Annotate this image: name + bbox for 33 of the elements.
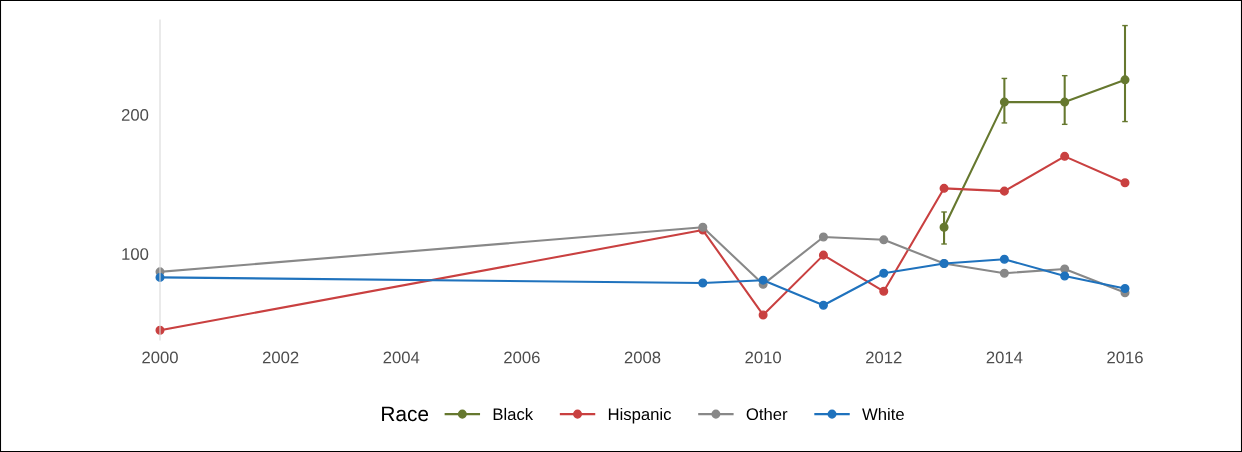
point (818, 300, 828, 310)
legend-label: White (862, 407, 904, 421)
y-tick-label: 200 (121, 109, 149, 121)
x-tick-label: 2000 (142, 351, 178, 364)
point (939, 183, 949, 193)
point (818, 250, 828, 260)
x-tick-label: 2012 (866, 351, 902, 364)
point (999, 254, 1009, 264)
point (879, 235, 889, 245)
point (698, 278, 708, 288)
x-tick-label: 2004 (383, 351, 420, 364)
legend-label: Hispanic (608, 407, 672, 424)
point (879, 268, 889, 278)
x-tick-label: 2008 (624, 351, 661, 364)
x-tick-label: 2006 (504, 351, 540, 364)
point (999, 268, 1009, 278)
point (1120, 284, 1130, 294)
x-tick-label: 2014 (986, 351, 1023, 364)
point (1120, 178, 1130, 188)
x-tick-label: 2010 (745, 351, 782, 364)
point (1060, 151, 1070, 161)
x-tick-label: 2016 (1107, 351, 1143, 364)
legend-label: Black (493, 407, 534, 421)
point (879, 286, 889, 296)
legend-label: Other (746, 407, 788, 421)
point (758, 275, 768, 285)
point (999, 186, 1009, 196)
legend-title: Race (382, 406, 429, 422)
x-tick-label: 2002 (262, 351, 299, 364)
y-tick-label: 100 (122, 248, 149, 260)
point (758, 310, 768, 320)
point (818, 232, 828, 242)
point (1060, 271, 1070, 281)
